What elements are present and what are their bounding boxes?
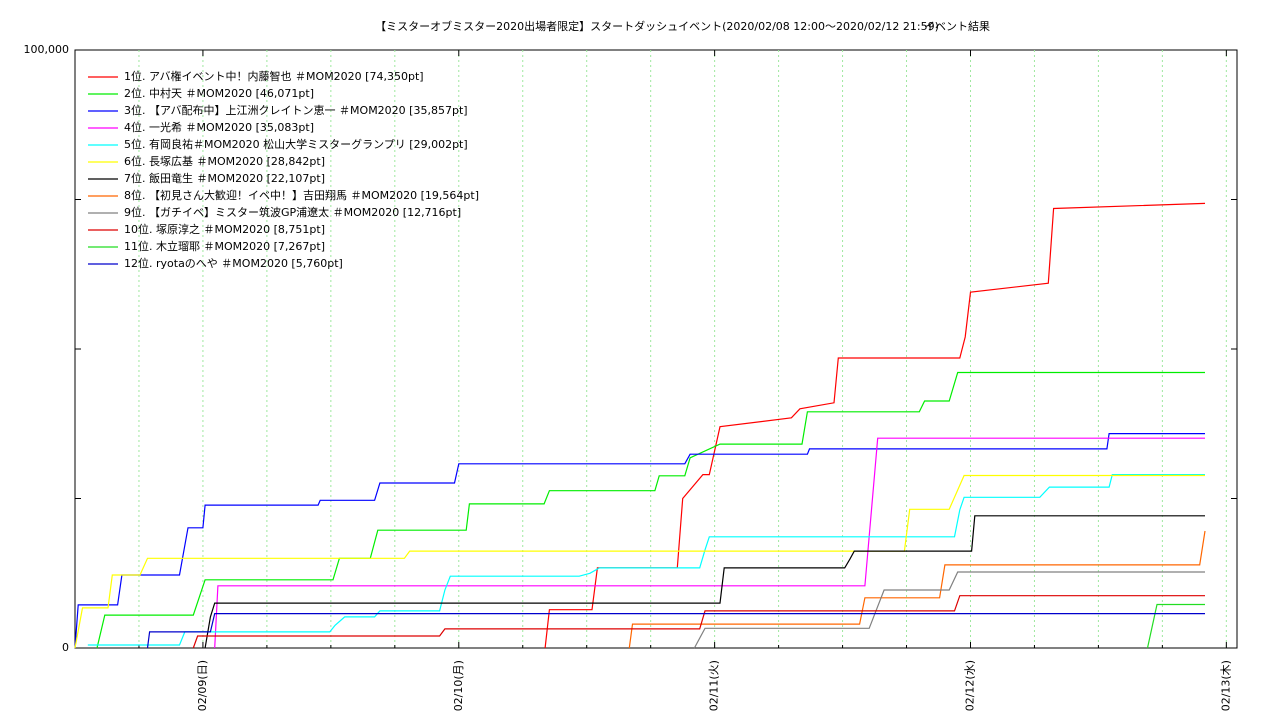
legend-label: 8位. 【初見さん大歓迎！イベ中！】吉田翔馬 ＃MOM2020 [19,564p… <box>124 188 479 202</box>
x-tick-label: 02/11(火) <box>708 660 721 711</box>
series-line <box>204 515 1205 649</box>
y-tick-label: 0 <box>62 641 69 654</box>
legend-label: 3位. 【アバ配布中】上江洲クレイトン恵一 ＃MOM2020 [35,857pt… <box>124 103 468 117</box>
series-line <box>544 202 1206 649</box>
series-line <box>693 571 1205 649</box>
series-line <box>74 433 1205 649</box>
series-line <box>192 595 1205 649</box>
legend-label: 7位. 飯田竜生 ＃MOM2020 [22,107pt] <box>124 171 325 185</box>
series-line <box>74 474 1205 649</box>
legend-label: 1位. アバ権イベント中！内藤智也 ＃MOM2020 [74,350pt] <box>124 69 424 83</box>
legend-label: 10位. 塚原淳之 ＃MOM2020 [8,751pt] <box>124 222 325 236</box>
series-line <box>96 371 1205 649</box>
legend-label: 9位. 【ガチイベ】ミスター筑波GP浦遼太 ＃MOM2020 [12,716pt… <box>124 205 461 219</box>
series-line <box>87 474 1205 646</box>
series-line <box>1146 603 1205 649</box>
series-line <box>214 437 1205 649</box>
chart-title: 【ミスターオブミスター2020出場者限定】スタートダッシュイベント(2020/0… <box>375 19 939 33</box>
series-line <box>628 530 1206 649</box>
legend-label: 12位. ryotaのへや ＃MOM2020 [5,760pt] <box>124 256 343 270</box>
y-tick-label: 100,000 <box>24 43 70 56</box>
chart-subtitle: イベント結果 <box>924 19 990 33</box>
x-tick-label: 02/12(水) <box>963 660 976 711</box>
x-tick-label: 02/09(日) <box>196 660 209 711</box>
series-line <box>146 613 1205 649</box>
x-tick-label: 02/10(月) <box>452 660 465 711</box>
x-tick-label: 02/13(木) <box>1219 660 1232 711</box>
legend-label: 11位. 木立瑠耶 ＃MOM2020 [7,267pt] <box>124 239 325 253</box>
legend-label: 2位. 中村天 ＃MOM2020 [46,071pt] <box>124 86 314 100</box>
legend-label: 5位. 有岡良祐＃MOM2020 松山大学ミスターグランプリ [29,002pt… <box>124 137 468 151</box>
legend-label: 6位. 長塚広基 ＃MOM2020 [28,842pt] <box>124 154 325 168</box>
legend-label: 4位. 一光希 ＃MOM2020 [35,083pt] <box>124 120 314 134</box>
